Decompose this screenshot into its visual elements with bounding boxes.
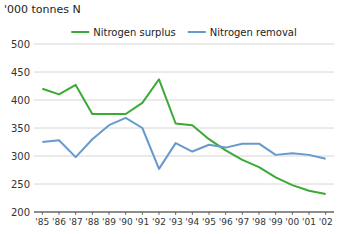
x-tick xyxy=(275,212,276,215)
x-tick xyxy=(159,212,160,215)
x-tick xyxy=(109,212,110,215)
grid-line xyxy=(34,212,334,213)
series-line xyxy=(42,79,325,194)
grid-line xyxy=(34,72,334,73)
y-tick-label: 450 xyxy=(11,67,30,78)
chart: 200250300350400450500'85'86'87'88'89'90'… xyxy=(0,0,344,234)
x-tick-label: '91 xyxy=(135,217,149,227)
x-tick xyxy=(325,212,326,215)
y-tick-label: 200 xyxy=(11,207,30,218)
x-tick xyxy=(142,212,143,215)
x-tick-label: '02 xyxy=(319,217,333,227)
grid-line xyxy=(34,128,334,129)
grid-line xyxy=(34,156,334,157)
x-axis-line xyxy=(34,212,334,213)
x-tick-label: '90 xyxy=(119,217,133,227)
legend: Nitrogen surplus Nitrogen removal xyxy=(71,27,296,38)
x-tick-label: '99 xyxy=(269,217,283,227)
series-line xyxy=(42,118,325,169)
y-tick-label: 500 xyxy=(11,39,30,50)
x-tick xyxy=(292,212,293,215)
x-tick-label: '85 xyxy=(35,217,49,227)
x-tick-label: '98 xyxy=(252,217,266,227)
x-tick xyxy=(125,212,126,215)
x-tick xyxy=(209,212,210,215)
y-axis-label: '000 tonnes N xyxy=(4,3,81,16)
x-tick xyxy=(59,212,60,215)
x-tick-label: '93 xyxy=(169,217,183,227)
legend-swatch xyxy=(188,31,206,33)
grid-line xyxy=(34,44,334,45)
x-tick-label: '89 xyxy=(102,217,116,227)
x-tick-label: '96 xyxy=(219,217,233,227)
x-tick-label: '92 xyxy=(152,217,166,227)
x-tick-label: '94 xyxy=(185,217,199,227)
x-tick xyxy=(42,212,43,215)
x-tick xyxy=(175,212,176,215)
chart-container: 200250300350400450500'85'86'87'88'89'90'… xyxy=(0,0,344,234)
x-tick xyxy=(92,212,93,215)
x-tick-label: '88 xyxy=(85,217,99,227)
x-tick xyxy=(259,212,260,215)
x-tick xyxy=(192,212,193,215)
x-tick-label: '95 xyxy=(202,217,216,227)
x-tick-label: '86 xyxy=(52,217,66,227)
legend-swatch xyxy=(71,31,89,33)
x-tick-label: '87 xyxy=(69,217,83,227)
y-tick-label: 250 xyxy=(11,179,30,190)
x-tick-label: '01 xyxy=(302,217,316,227)
grid-line xyxy=(34,100,334,101)
y-tick-label: 350 xyxy=(11,123,30,134)
x-tick-label: '97 xyxy=(235,217,249,227)
y-tick-label: 300 xyxy=(11,151,30,162)
x-tick-label: '00 xyxy=(285,217,299,227)
x-tick xyxy=(309,212,310,215)
x-tick xyxy=(75,212,76,215)
plot-area xyxy=(42,79,325,194)
x-tick xyxy=(242,212,243,215)
y-tick-label: 400 xyxy=(11,95,30,106)
x-tick xyxy=(225,212,226,215)
legend-label: Nitrogen surplus xyxy=(93,27,176,38)
legend-label: Nitrogen removal xyxy=(210,27,297,38)
